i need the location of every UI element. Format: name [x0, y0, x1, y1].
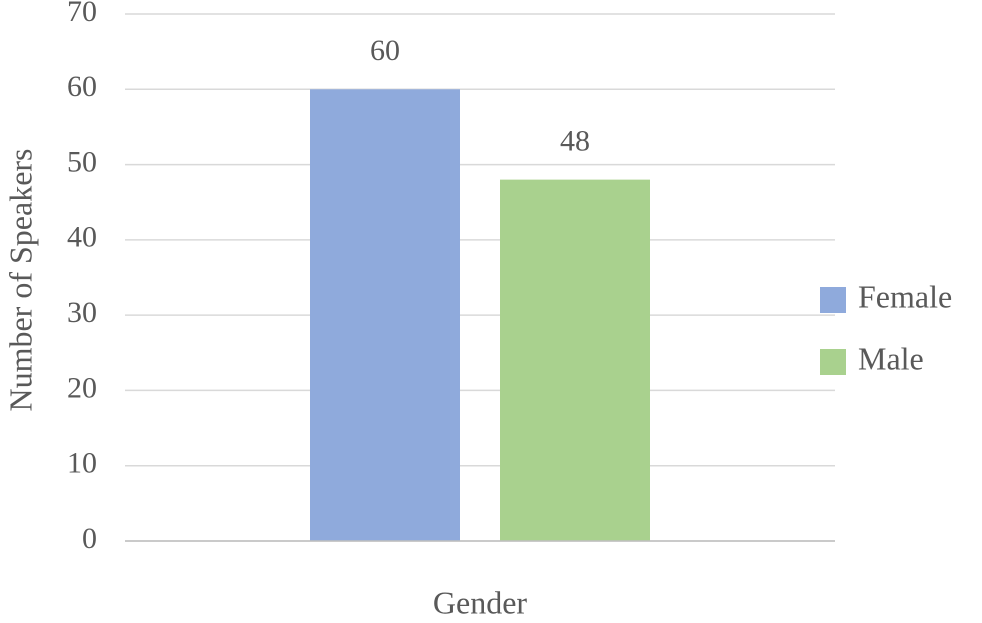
legend-swatch [820, 349, 846, 375]
legend-label: Male [858, 340, 924, 376]
bar [500, 179, 650, 541]
y-tick-label: 0 [82, 522, 97, 555]
legend-label: Female [858, 278, 952, 314]
y-tick-label: 20 [67, 371, 97, 404]
y-tick-label: 40 [67, 221, 97, 254]
y-tick-label: 10 [67, 447, 97, 480]
data-label: 48 [560, 125, 590, 158]
y-tick-label: 60 [67, 70, 97, 103]
y-axis-title: Number of Speakers [2, 148, 38, 411]
y-tick-label: 30 [67, 296, 97, 329]
data-label: 60 [370, 34, 400, 67]
bar [310, 89, 460, 542]
y-tick-label: 50 [67, 145, 97, 178]
legend-swatch [820, 287, 846, 313]
y-tick-label: 70 [67, 0, 97, 28]
x-axis-title: Gender [433, 584, 528, 620]
